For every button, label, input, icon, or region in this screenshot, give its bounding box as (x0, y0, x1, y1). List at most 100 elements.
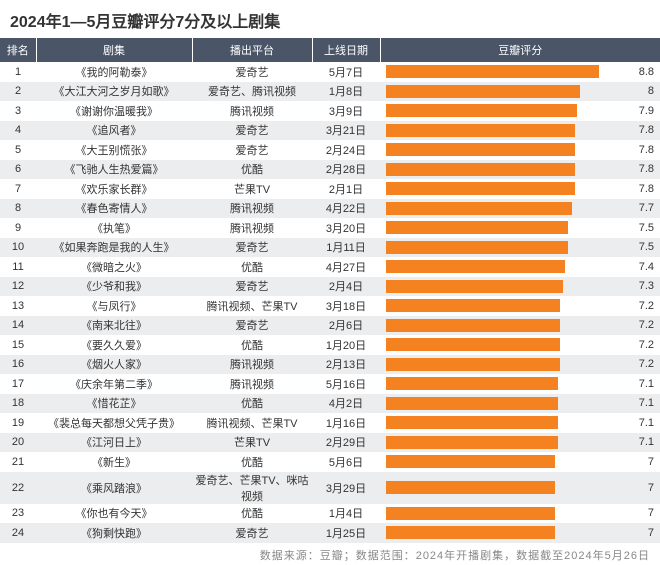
score-bar-track (386, 338, 628, 351)
cell-score: 7.7 (380, 199, 660, 219)
cell-rank: 1 (0, 62, 36, 82)
score-bar-track (386, 104, 628, 117)
cell-platform: 腾讯视频、芒果TV (192, 413, 312, 433)
score-bar-track (386, 221, 628, 234)
page-title: 2024年1—5月豆瓣评分7分及以上剧集 (0, 0, 660, 38)
table-row: 6《飞驰人生热爱篇》优酷2月28日7.8 (0, 160, 660, 180)
table-row: 15《要久久爱》优酷1月20日7.2 (0, 335, 660, 355)
cell-platform: 腾讯视频 (192, 199, 312, 219)
score-bar-track (386, 143, 628, 156)
cell-rank: 8 (0, 199, 36, 219)
cell-rank: 19 (0, 413, 36, 433)
cell-platform: 优酷 (192, 394, 312, 414)
score-value: 7.8 (632, 183, 654, 195)
cell-score: 7.1 (380, 374, 660, 394)
cell-platform: 腾讯视频 (192, 374, 312, 394)
cell-date: 2月1日 (312, 179, 380, 199)
table-row: 4《追风者》爱奇艺3月21日7.8 (0, 121, 660, 141)
header-row: 排名 剧集 播出平台 上线日期 豆瓣评分 (0, 38, 660, 62)
cell-name: 《新生》 (36, 452, 192, 472)
cell-date: 2月4日 (312, 277, 380, 297)
cell-platform: 腾讯视频、芒果TV (192, 296, 312, 316)
cell-score: 7 (380, 504, 660, 524)
score-bar-track (386, 260, 628, 273)
cell-rank: 4 (0, 121, 36, 141)
score-bar-track (386, 416, 628, 429)
cell-score: 7.8 (380, 140, 660, 160)
cell-date: 1月16日 (312, 413, 380, 433)
cell-date: 5月7日 (312, 62, 380, 82)
score-bar-fill (386, 143, 575, 156)
score-value: 7.5 (632, 222, 654, 234)
table-row: 12《少爷和我》爱奇艺2月4日7.3 (0, 277, 660, 297)
cell-platform: 爱奇艺 (192, 121, 312, 141)
cell-rank: 17 (0, 374, 36, 394)
cell-name: 《微暗之火》 (36, 257, 192, 277)
cell-platform: 爱奇艺 (192, 277, 312, 297)
cell-name: 《谢谢你温暖我》 (36, 101, 192, 121)
score-bar-track (386, 202, 628, 215)
score-bar-fill (386, 455, 555, 468)
score-bar-fill (386, 260, 565, 273)
score-bar-track (386, 358, 628, 371)
cell-score: 7.1 (380, 413, 660, 433)
table-row: 21《新生》优酷5月6日7 (0, 452, 660, 472)
score-bar-fill (386, 507, 555, 520)
table-row: 20《江河日上》芒果TV2月29日7.1 (0, 433, 660, 453)
score-value: 7.3 (632, 280, 654, 292)
cell-date: 3月9日 (312, 101, 380, 121)
score-bar-fill (386, 65, 599, 78)
table-row: 8《春色寄情人》腾讯视频4月22日7.7 (0, 199, 660, 219)
score-value: 7.5 (632, 241, 654, 253)
score-bar-fill (386, 85, 580, 98)
score-value: 7.2 (632, 300, 654, 312)
score-bar-fill (386, 397, 558, 410)
cell-rank: 13 (0, 296, 36, 316)
table-row: 9《执笔》腾讯视频3月20日7.5 (0, 218, 660, 238)
cell-name: 《飞驰人生热爱篇》 (36, 160, 192, 180)
score-bar-fill (386, 124, 575, 137)
table-row: 7《欢乐家长群》芒果TV2月1日 7.8 (0, 179, 660, 199)
cell-rank: 2 (0, 82, 36, 102)
cell-name: 《欢乐家长群》 (36, 179, 192, 199)
cell-rank: 3 (0, 101, 36, 121)
score-bar-track (386, 455, 628, 468)
cell-rank: 20 (0, 433, 36, 453)
ranking-table-container: 2024年1—5月豆瓣评分7分及以上剧集 排名 剧集 播出平台 上线日期 豆瓣评… (0, 0, 660, 565)
header-platform: 播出平台 (192, 38, 312, 62)
score-bar-track (386, 397, 628, 410)
score-value: 7.2 (632, 319, 654, 331)
score-value: 8.8 (632, 66, 654, 78)
cell-rank: 16 (0, 355, 36, 375)
footnote: 数据来源：豆瓣；数据范围：2024年开播剧集，数据截至2024年5月26日 (0, 543, 660, 565)
table-row: 17《庆余年第二季》腾讯视频5月16日7.1 (0, 374, 660, 394)
header-rank: 排名 (0, 38, 36, 62)
cell-platform: 芒果TV (192, 179, 312, 199)
cell-score: 7.8 (380, 121, 660, 141)
cell-rank: 5 (0, 140, 36, 160)
cell-platform: 爱奇艺、芒果TV、咪咕视频 (192, 472, 312, 504)
cell-platform: 优酷 (192, 257, 312, 277)
cell-rank: 21 (0, 452, 36, 472)
cell-date: 3月20日 (312, 218, 380, 238)
cell-rank: 24 (0, 523, 36, 543)
cell-date: 2月24日 (312, 140, 380, 160)
score-bar-track (386, 182, 628, 195)
cell-rank: 7 (0, 179, 36, 199)
score-value: 7.8 (632, 163, 654, 175)
score-bar-fill (386, 202, 572, 215)
cell-date: 4月22日 (312, 199, 380, 219)
score-bar-track (386, 436, 628, 449)
score-bar-track (386, 526, 628, 539)
score-bar-fill (386, 241, 568, 254)
score-value: 7.4 (632, 261, 654, 273)
cell-score: 7.5 (380, 238, 660, 258)
score-value: 7.1 (632, 397, 654, 409)
ranking-table: 排名 剧集 播出平台 上线日期 豆瓣评分 1《我的阿勒泰》爱奇艺5月7日8.82… (0, 38, 660, 543)
score-value: 7.2 (632, 358, 654, 370)
score-bar-track (386, 124, 628, 137)
cell-rank: 18 (0, 394, 36, 414)
cell-rank: 6 (0, 160, 36, 180)
score-bar-fill (386, 377, 558, 390)
cell-score: 7.1 (380, 433, 660, 453)
